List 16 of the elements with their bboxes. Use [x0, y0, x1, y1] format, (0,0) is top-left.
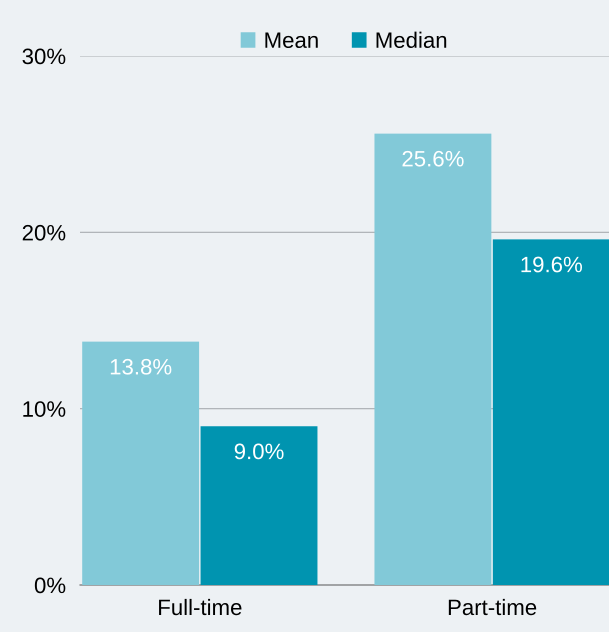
y-tick-label: 0%: [34, 578, 66, 594]
x-tick-label: Full-time: [159, 598, 242, 616]
data-label: 25.6%: [402, 150, 464, 167]
data-label: 9.0%: [234, 444, 284, 460]
y-tick-label: 30%: [22, 48, 66, 64]
data-label: 13.8%: [110, 358, 172, 375]
bar: [492, 239, 609, 585]
bar: [200, 426, 318, 585]
data-label: 19.6%: [521, 256, 582, 272]
x-tick-label: Part-time: [448, 598, 536, 616]
y-tick-label: 10%: [23, 401, 66, 417]
legend-label: Mean: [265, 32, 318, 48]
bar: [82, 342, 200, 585]
bar: [374, 134, 492, 585]
legend-label: Median: [376, 32, 446, 48]
y-tick-label: 20%: [22, 224, 66, 241]
